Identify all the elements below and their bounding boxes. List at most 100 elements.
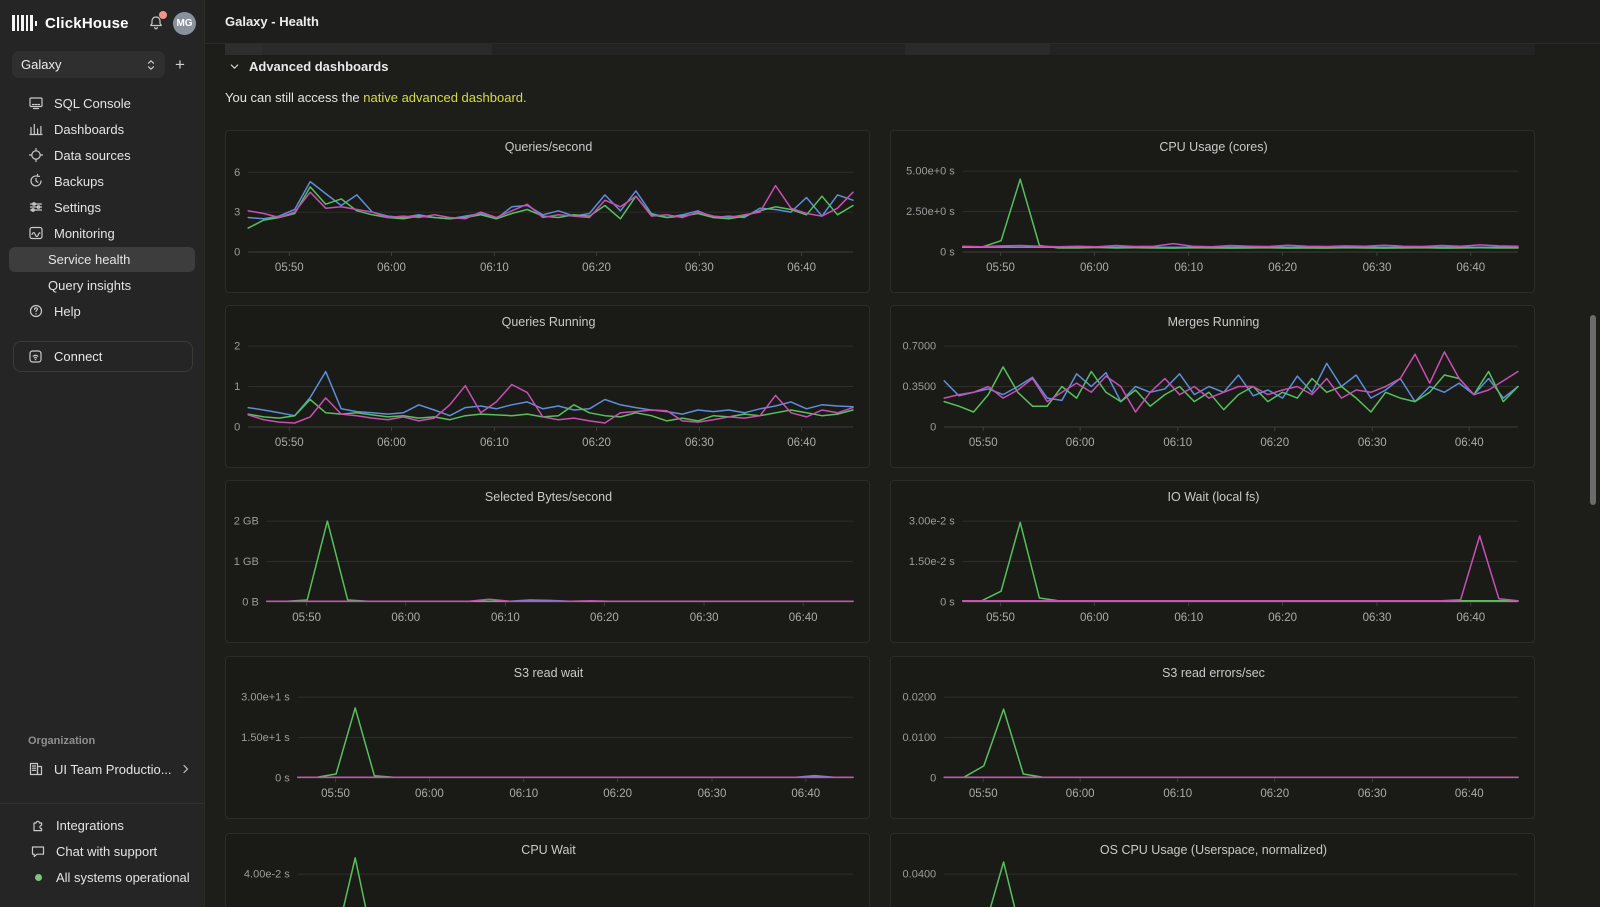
series-line-magenta [962,242,1519,248]
sidebar-item-system-status[interactable]: All systems operational [0,864,204,890]
series-line-magenta [962,535,1519,602]
chart-card-9[interactable]: OS CPU Usage (Userspace, normalized)00.0… [890,833,1535,907]
connect-icon [28,349,43,364]
x-tick-label: 06:20 [1268,612,1297,624]
x-tick-label: 06:30 [1363,612,1392,624]
page-title: Galaxy - Health [225,14,319,29]
x-tick-label: 06:40 [787,262,816,274]
y-tick-label: 0 [234,422,240,434]
y-tick-label: 0.0200 [903,692,937,704]
x-tick-label: 06:10 [1163,788,1192,800]
x-tick-label: 06:10 [509,788,538,800]
y-tick-label: 0 [930,422,936,434]
sidebar-footer: Integrations Chat with support All syste… [0,812,204,890]
chart-card-4[interactable]: Selected Bytes/second 0 B 1 GB 2 GB 05:50 06:… [225,480,870,643]
sidebar-item-help[interactable]: Help [0,298,204,324]
chart-title: Queries/second [505,140,593,154]
sidebar-item-settings[interactable]: Settings [0,194,204,220]
series-line-green [297,707,854,778]
sidebar-item-monitoring[interactable]: Monitoring [0,220,204,246]
connect-button[interactable]: Connect [13,341,193,372]
sliders-icon [28,199,44,215]
organization-switcher[interactable]: UI Team Productio... [0,756,204,782]
brand-row: ClickHouse MG [12,8,196,38]
sidebar-item-chat-support[interactable]: Chat with support [0,838,204,864]
chart-card-8[interactable]: CPU Wait0 s2.00e-2 s4.00e-2 s05:5006:000… [225,833,870,907]
x-tick-label: 06:30 [1358,788,1387,800]
y-tick-label: 0 s [275,773,290,785]
y-tick-label: 1 [234,381,240,393]
y-tick-label: 3 [234,207,240,219]
advanced-dashboards-toggle[interactable]: Advanced dashboards [229,59,388,74]
y-tick-label: 6 [234,167,240,179]
x-tick-label: 06:10 [491,612,520,624]
sidebar-item-backups[interactable]: Backups [0,168,204,194]
organization-icon [28,761,44,777]
help-icon [28,303,44,319]
y-tick-label: 0 [234,247,240,259]
x-tick-label: 05:50 [969,437,998,449]
chart-title: CPU Wait [521,843,576,857]
x-tick-label: 06:10 [1174,262,1203,274]
x-tick-label: 06:40 [1455,788,1484,800]
updown-chevron-icon [147,59,155,70]
sidebar-item-integrations[interactable]: Integrations [0,812,204,838]
add-service-button[interactable]: + [175,55,185,74]
x-tick-label: 06:40 [789,612,818,624]
avatar[interactable]: MG [173,11,196,35]
x-tick-label: 06:40 [791,788,820,800]
x-tick-label: 06:40 [1455,437,1484,449]
series-line-magenta [247,184,854,220]
y-tick-label: 0.0400 [903,869,937,881]
chart-card-0[interactable]: Queries/second 0 3 6 05:50 06:00 06:10 06:20 06:… [225,130,870,293]
x-tick-label: 06:20 [1260,437,1289,449]
clipped-scrolled-controls [225,44,1535,55]
chart-card-1[interactable]: CPU Usage (cores) 0 s 2.50e+0 s 5.00e+0 s 05… [890,130,1535,293]
sidebar-item-dashboards[interactable]: Dashboards [0,116,204,142]
section-title: Advanced dashboards [249,59,389,74]
y-tick-label: 1 GB [234,556,259,568]
chart-card-6[interactable]: S3 read wait 0 s 1.50e+1 s 3.00e+1 s 05:50 06… [225,656,870,819]
y-tick-label: 0 [930,773,936,785]
chart-card-3[interactable]: Merges Running 0 0.3500 0.7000 05:50 06:00 06:… [890,305,1535,468]
x-tick-label: 06:30 [685,262,714,274]
y-tick-label: 0.0100 [903,732,937,744]
sidebar-item-service-health[interactable]: Service health [0,246,204,272]
integrations-icon [30,817,46,833]
x-tick-label: 06:00 [415,788,444,800]
notifications-bell-icon[interactable] [147,11,167,32]
native-advanced-dashboard-link[interactable]: native advanced dashboard. [363,90,527,105]
chart-title: S3 read wait [514,666,584,680]
x-tick-label: 05:50 [275,262,304,274]
series-line-magenta [943,351,1519,413]
x-tick-label: 06:20 [1260,788,1289,800]
notice-text: You can still access the [225,90,364,105]
y-tick-label: 4.00e-2 s [244,869,290,881]
main-content: Advanced dashboards You can still access… [205,44,1600,907]
sidebar-item-query-insights[interactable]: Query insights [48,277,132,293]
y-tick-label: 5.00e+0 s [906,166,955,178]
y-tick-label: 3.00e-2 s [909,516,955,528]
chart-card-7[interactable]: S3 read errors/sec 0 0.0100 0.0200 05:50 06:0… [890,656,1535,819]
monitoring-icon [28,225,44,241]
x-tick-label: 06:20 [590,612,619,624]
x-tick-label: 06:20 [582,262,611,274]
x-tick-label: 05:50 [986,612,1015,624]
series-line-green [247,398,854,422]
service-selector[interactable]: Galaxy [12,51,165,78]
chat-bubble-icon [30,843,46,859]
x-tick-label: 06:00 [1080,262,1109,274]
service-selector-value: Galaxy [21,57,62,72]
x-tick-label: 06:00 [1066,788,1095,800]
sidebar-item-sql-console[interactable]: SQL Console [0,90,204,116]
chart-card-2[interactable]: Queries Running 0 1 2 05:50 06:00 06:10 06:20 06… [225,305,870,468]
x-tick-label: 06:10 [1163,437,1192,449]
vertical-scrollbar-thumb[interactable] [1590,315,1596,505]
sidebar-item-data-sources[interactable]: Data sources [0,142,204,168]
x-tick-label: 06:30 [690,612,719,624]
y-tick-label: 0.3500 [903,381,937,393]
y-tick-label: 0.7000 [903,341,937,353]
x-tick-label: 06:30 [1358,437,1387,449]
chart-card-5[interactable]: IO Wait (local fs) 0 s 1.50e-2 s 3.00e-2 s 0… [890,480,1535,643]
x-tick-label: 06:10 [1174,612,1203,624]
